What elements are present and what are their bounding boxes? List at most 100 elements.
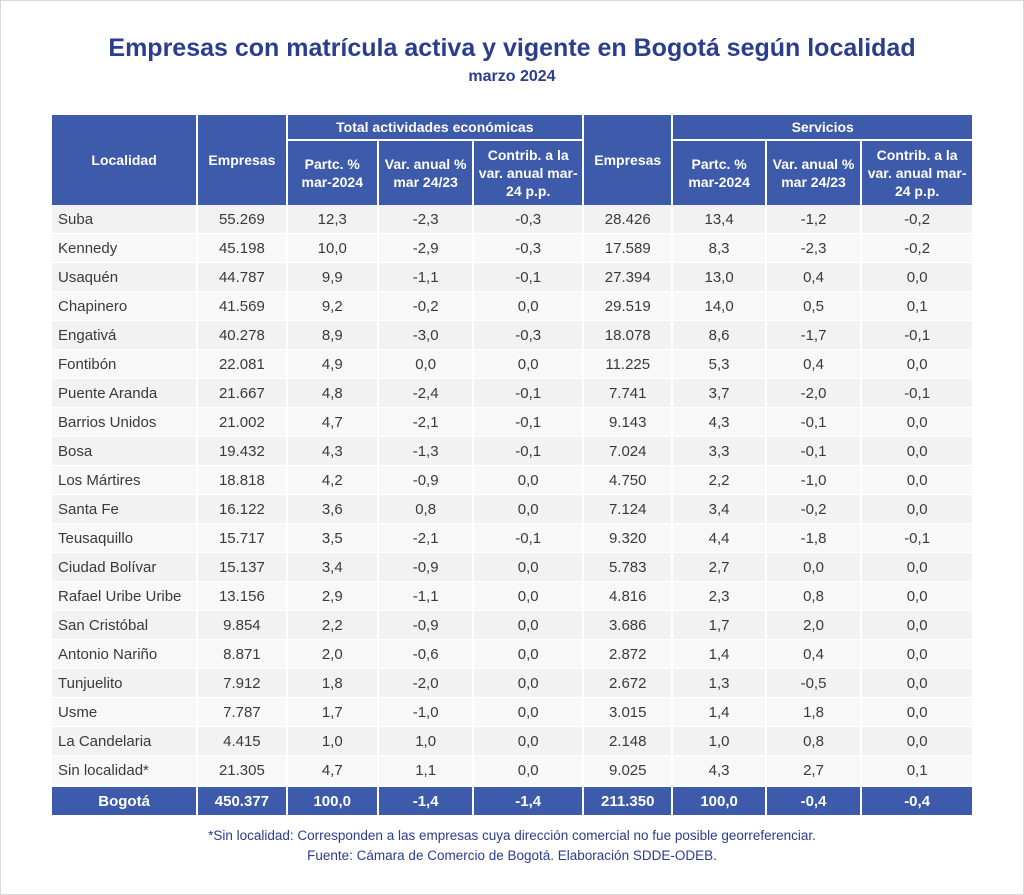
row-value: 0,0 [474,582,583,611]
row-value: 0,0 [474,350,583,379]
row-localidad: Engativá [52,321,197,350]
row-value: 8,3 [673,234,765,263]
row-value: 21.667 [198,379,286,408]
row-value: 3,5 [287,524,377,553]
row-value: 1,8 [766,698,861,727]
row-value: 8.871 [198,640,286,669]
row-value: 0,0 [862,408,972,437]
row-value: 0,0 [862,350,972,379]
row-value: 1,0 [673,727,765,756]
row-value: -0,2 [378,292,473,321]
row-value: 0,0 [862,437,972,466]
row-value: -0,1 [766,437,861,466]
row-value: 4,2 [287,466,377,495]
row-value: 3.015 [584,698,672,727]
row-value: -1,7 [766,321,861,350]
row-value: 17.589 [584,234,672,263]
row-value: 4,7 [287,756,377,785]
notes: *Sin localidad: Corresponden a las empre… [0,826,1024,866]
row-value: 15.137 [198,553,286,582]
row-value: 22.081 [198,350,286,379]
row-value: -1,0 [378,698,473,727]
row-value: 21.305 [198,756,286,785]
row-value: 0,0 [474,669,583,698]
header-group-total: Total actividades económicas [287,115,583,141]
table-row: Engativá 40.278 8,9 -3,0 -0,3 18.078 8,6 -1,7 -0… [52,321,972,350]
total-cell: Bogotá [52,785,197,815]
row-value: 4.415 [198,727,286,756]
table-body: Suba 55.269 12,3 -2,3 -0,3 28.426 13,4 -1,2 -0,2… [52,205,972,785]
header-contrib-total: Contrib. a la var. anual mar-24 p.p. [474,141,583,205]
row-value: -2,0 [378,669,473,698]
row-value: 27.394 [584,263,672,292]
row-localidad: Barrios Unidos [52,408,197,437]
row-value: 12,3 [287,205,377,234]
row-value: 0,0 [474,611,583,640]
header-group-servicios: Servicios [673,115,972,141]
row-value: 3,3 [673,437,765,466]
row-value: 4,7 [287,408,377,437]
row-value: 9.320 [584,524,672,553]
row-value: 0,4 [766,263,861,292]
row-value: 0,0 [474,495,583,524]
row-value: 9,2 [287,292,377,321]
row-value: 4.750 [584,466,672,495]
row-value: 5,3 [673,350,765,379]
table-row: Antonio Nariño 8.871 2,0 -0,6 0,0 2.872 1,4 0,4… [52,640,972,669]
row-value: 0,0 [862,553,972,582]
row-value: 2,0 [766,611,861,640]
row-value: 0,0 [862,640,972,669]
row-value: -0,2 [862,205,972,234]
row-value: 29.519 [584,292,672,321]
row-value: 1,1 [378,756,473,785]
table-row: Bosa 19.432 4,3 -1,3 -0,1 7.024 3,3 -0,1 0,0 [52,437,972,466]
table-row: Tunjuelito 7.912 1,8 -2,0 0,0 2.672 1,3 -0,5 0,0 [52,669,972,698]
row-value: 0,0 [862,698,972,727]
row-value: 0,4 [766,350,861,379]
header-contrib-servicios: Contrib. a la var. anual mar-24 p.p. [862,141,972,205]
row-value: 2,7 [673,553,765,582]
row-localidad: Santa Fe [52,495,197,524]
row-value: -0,1 [474,379,583,408]
table-row: Fontibón 22.081 4,9 0,0 0,0 11.225 5,3 0,4 0,0 [52,350,972,379]
row-value: 18.078 [584,321,672,350]
row-value: 1,0 [287,727,377,756]
total-row: Bogotá 450.377 100,0 -1,4 -1,4 211.350 1… [52,785,972,815]
table-row: Usaquén 44.787 9,9 -1,1 -0,1 27.394 13,0 0,4 0,0 [52,263,972,292]
row-value: 21.002 [198,408,286,437]
row-value: 0,1 [862,756,972,785]
row-value: 0,8 [766,727,861,756]
row-localidad: Rafael Uribe Uribe [52,582,197,611]
row-value: -0,2 [766,495,861,524]
row-value: 55.269 [198,205,286,234]
row-value: 2.148 [584,727,672,756]
row-value: 0,0 [862,727,972,756]
row-localidad: Suba [52,205,197,234]
row-value: -1,0 [766,466,861,495]
row-value: -2,4 [378,379,473,408]
source-note: Fuente: Cámara de Comercio de Bogotá. El… [307,848,717,863]
row-value: 7.741 [584,379,672,408]
row-localidad: Antonio Nariño [52,640,197,669]
row-value: 16.122 [198,495,286,524]
row-value: 7.124 [584,495,672,524]
row-value: -0,1 [862,379,972,408]
row-localidad: Ciudad Bolívar [52,553,197,582]
row-value: 14,0 [673,292,765,321]
total-cell: 100,0 [287,785,377,815]
row-value: 1,7 [287,698,377,727]
total-cell: 100,0 [673,785,765,815]
row-value: -0,1 [474,524,583,553]
row-value: 0,8 [766,582,861,611]
row-value: -0,1 [474,408,583,437]
row-localidad: La Candelaria [52,727,197,756]
row-value: -0,9 [378,611,473,640]
row-value: 4,3 [673,408,765,437]
row-value: 2,7 [766,756,861,785]
row-value: 19.432 [198,437,286,466]
row-value: 2,2 [673,466,765,495]
row-value: 0,0 [862,263,972,292]
row-value: 45.198 [198,234,286,263]
row-value: 4,8 [287,379,377,408]
table-row: Usme 7.787 1,7 -1,0 0,0 3.015 1,4 1,8 0,0 [52,698,972,727]
